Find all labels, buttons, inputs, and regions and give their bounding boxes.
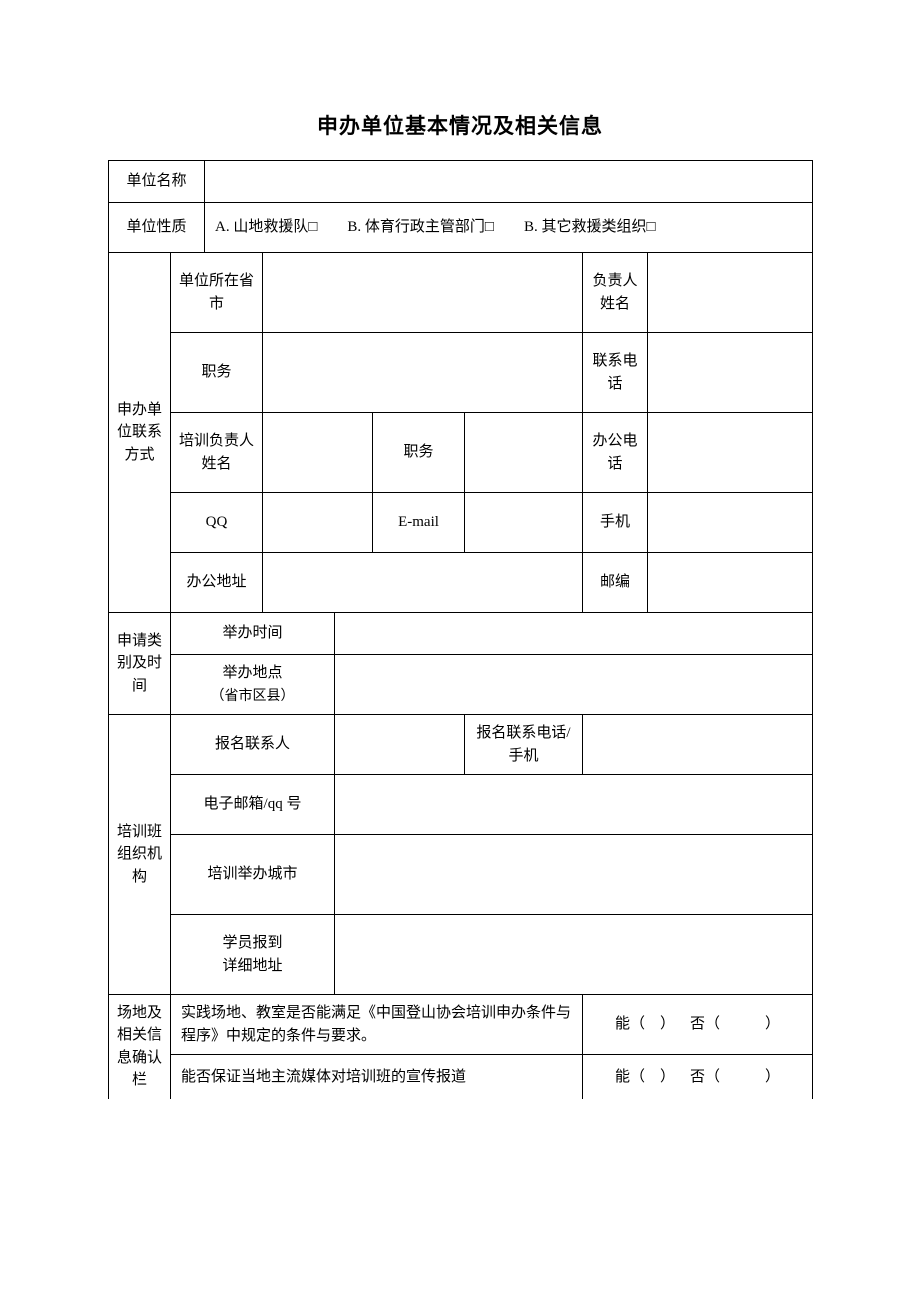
table-row: 办公地址 邮编 [109,553,813,613]
label-hold-place: 举办地点 （省市区县） [171,655,335,715]
table-row: 培训负责人姓名 职务 办公电话 [109,413,813,493]
label-student-addr: 学员报到 详细地址 [171,915,335,995]
label-reg-phone: 报名联系电话/手机 [465,715,583,775]
field-office-phone[interactable] [648,413,813,493]
table-row: 单位名称 [109,161,813,203]
hold-place-line1: 举办地点 [223,665,283,681]
field-email[interactable] [465,493,583,553]
label-person-in-charge: 负责人姓名 [583,253,648,333]
application-form-table: 单位名称 单位性质 A. 山地救援队□ B. 体育行政主管部门□ B. 其它救援… [108,160,813,1099]
label-venue-header: 场地及相关信息确认栏 [109,995,171,1099]
field-reg-contact[interactable] [335,715,465,775]
table-row: 场地及相关信息确认栏 实践场地、教室是否能满足《中国登山协会培训申办条件与程序》… [109,995,813,1055]
field-position2[interactable] [465,413,583,493]
field-hold-time[interactable] [335,613,813,655]
field-student-addr[interactable] [335,915,813,995]
label-unit-name: 单位名称 [109,161,205,203]
table-row: 培训举办城市 [109,835,813,915]
field-unit-nature[interactable]: A. 山地救援队□ B. 体育行政主管部门□ B. 其它救援类组织□ [205,203,813,253]
label-office-addr: 办公地址 [171,553,263,613]
field-unit-name[interactable] [205,161,813,203]
student-addr-line2: 详细地址 [223,958,283,974]
label-postcode: 邮编 [583,553,648,613]
field-mobile[interactable] [648,493,813,553]
label-province: 单位所在省市 [171,253,263,333]
label-mobile: 手机 [583,493,648,553]
label-office-phone: 办公电话 [583,413,648,493]
field-venue-a1[interactable]: 能（ ） 否（ ） [583,995,813,1055]
page-title: 申办单位基本情况及相关信息 [108,110,812,140]
label-hold-time: 举办时间 [171,613,335,655]
field-reg-phone[interactable] [583,715,813,775]
table-row: 职务 联系电话 [109,333,813,413]
table-row: 举办地点 （省市区县） [109,655,813,715]
field-qq[interactable] [263,493,373,553]
label-contact-header: 申办单位联系方式 [109,253,171,613]
label-org-header: 培训班组织机构 [109,715,171,995]
label-qq: QQ [171,493,263,553]
table-row: 申办单位联系方式 单位所在省市 负责人姓名 [109,253,813,333]
label-contact-phone: 联系电话 [583,333,648,413]
field-train-city[interactable] [335,835,813,915]
field-person-in-charge[interactable] [648,253,813,333]
field-office-addr[interactable] [263,553,583,613]
student-addr-line1: 学员报到 [223,935,283,951]
label-email: E-mail [373,493,465,553]
label-position2: 职务 [373,413,465,493]
field-venue-a2[interactable]: 能（ ） 否（ ） [583,1055,813,1099]
label-reg-contact: 报名联系人 [171,715,335,775]
table-row: 学员报到 详细地址 [109,915,813,995]
field-training-manager[interactable] [263,413,373,493]
table-row: 申请类别及时间 举办时间 [109,613,813,655]
field-postcode[interactable] [648,553,813,613]
table-row: QQ E-mail 手机 [109,493,813,553]
label-app-type-header: 申请类别及时间 [109,613,171,715]
label-email-qq: 电子邮箱/qq 号 [171,775,335,835]
label-venue-q1: 实践场地、教室是否能满足《中国登山协会培训申办条件与程序》中规定的条件与要求。 [171,995,583,1055]
field-hold-place[interactable] [335,655,813,715]
field-province[interactable] [263,253,583,333]
label-training-manager: 培训负责人姓名 [171,413,263,493]
table-row: 电子邮箱/qq 号 [109,775,813,835]
field-contact-phone[interactable] [648,333,813,413]
field-position[interactable] [263,333,583,413]
table-row: 能否保证当地主流媒体对培训班的宣传报道 能（ ） 否（ ） [109,1055,813,1099]
label-unit-nature: 单位性质 [109,203,205,253]
label-position: 职务 [171,333,263,413]
table-row: 培训班组织机构 报名联系人 报名联系电话/手机 [109,715,813,775]
field-email-qq[interactable] [335,775,813,835]
label-train-city: 培训举办城市 [171,835,335,915]
table-row: 单位性质 A. 山地救援队□ B. 体育行政主管部门□ B. 其它救援类组织□ [109,203,813,253]
label-venue-q2: 能否保证当地主流媒体对培训班的宣传报道 [171,1055,583,1099]
hold-place-line2: （省市区县） [211,689,295,704]
